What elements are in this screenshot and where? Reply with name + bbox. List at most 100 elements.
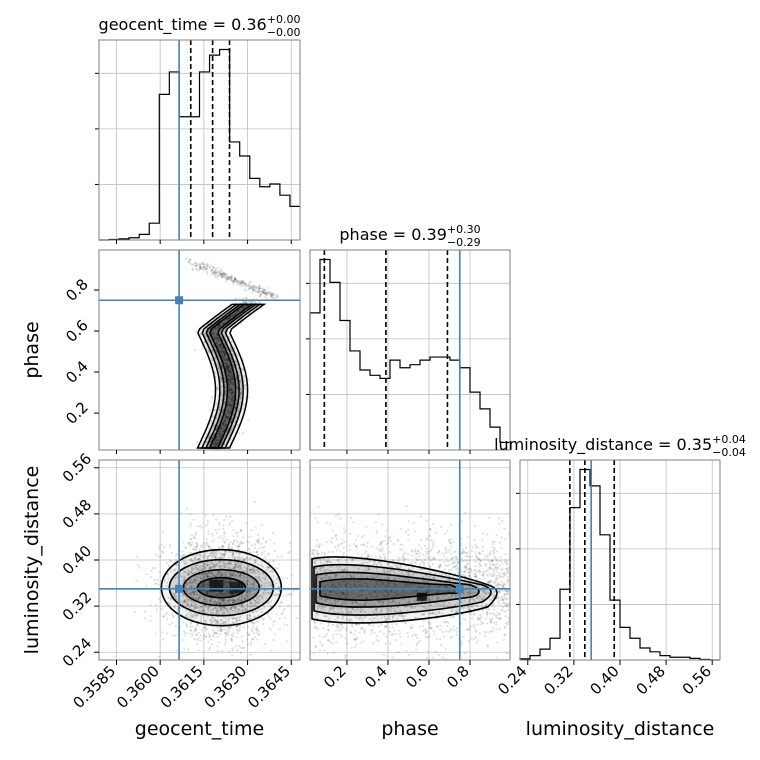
- sample-point: [208, 566, 212, 569]
- sample-point: [219, 435, 222, 438]
- sample-point: [229, 371, 232, 375]
- sample-point: [257, 288, 260, 292]
- sample-point: [223, 351, 226, 354]
- sample-point: [248, 281, 251, 284]
- sample-point: [320, 551, 324, 555]
- sample-point: [220, 346, 223, 349]
- sample-point: [224, 418, 227, 421]
- sample-point: [242, 300, 245, 303]
- sample-point: [287, 604, 290, 607]
- sample-point: [223, 362, 226, 365]
- sample-point: [228, 370, 232, 373]
- sample-point: [221, 346, 224, 349]
- sample-point: [228, 375, 231, 378]
- sample-point: [225, 589, 228, 592]
- sample-point: [252, 632, 256, 635]
- sample-point: [253, 546, 256, 549]
- sample-point: [225, 424, 228, 427]
- sample-point: [216, 439, 219, 442]
- sample-point: [227, 363, 230, 366]
- sample-point: [229, 521, 232, 524]
- sample-point: [215, 403, 218, 406]
- sample-point: [225, 574, 228, 577]
- sample-point: [222, 358, 225, 362]
- sample-point: [273, 542, 276, 545]
- sample-point: [207, 640, 210, 643]
- sample-point: [199, 262, 202, 265]
- sample-point: [241, 279, 244, 283]
- sample-point: [221, 350, 224, 353]
- sample-point: [228, 403, 231, 406]
- sample-point: [260, 292, 263, 296]
- sample-point: [208, 408, 212, 411]
- sample-point: [206, 519, 210, 523]
- sample-point: [220, 274, 223, 277]
- sample-point: [230, 373, 233, 376]
- sample-point: [212, 271, 215, 274]
- sample-point: [232, 396, 235, 399]
- contour-level: [196, 303, 267, 449]
- sample-point: [248, 632, 251, 635]
- sample-point: [254, 599, 257, 602]
- sample-point: [272, 297, 276, 300]
- sample-point: [231, 280, 235, 283]
- sample-point: [216, 439, 219, 442]
- sample-point: [286, 576, 289, 580]
- sample-point: [229, 398, 233, 401]
- sample-point: [239, 283, 242, 286]
- sample-point: [224, 380, 227, 383]
- sample-point: [161, 551, 165, 554]
- sample-point: [194, 533, 197, 536]
- sample-point: [229, 383, 232, 386]
- histogram-step: [309, 258, 510, 450]
- sample-point: [226, 366, 229, 369]
- sample-point: [227, 404, 230, 407]
- sample-point: [221, 384, 224, 388]
- sample-point: [241, 640, 244, 643]
- sample-point: [194, 264, 197, 267]
- sample-point: [227, 402, 230, 405]
- sample-point: [466, 535, 469, 539]
- sample-point: [222, 322, 225, 325]
- sample-point: [229, 279, 233, 282]
- sample-point: [198, 263, 202, 266]
- sample-point: [422, 624, 425, 628]
- sample-point: [207, 350, 211, 353]
- sample-point: [204, 356, 207, 359]
- sample-point: [258, 286, 261, 289]
- sample-point: [206, 265, 209, 268]
- sample-point: [215, 272, 218, 275]
- sample-point: [215, 436, 218, 439]
- sample-point: [262, 291, 265, 294]
- sample-point: [265, 294, 268, 297]
- sample-point: [269, 617, 272, 620]
- sample-point: [225, 346, 228, 349]
- sample-point: [194, 548, 197, 551]
- sample-point: [232, 396, 235, 400]
- sample-point: [230, 375, 233, 379]
- sample-point: [194, 633, 198, 637]
- sample-point: [182, 621, 185, 624]
- sample-point: [205, 267, 208, 270]
- sample-point: [337, 513, 340, 516]
- sample-point: [231, 382, 234, 386]
- sample-point: [412, 522, 415, 525]
- sample-point: [237, 310, 240, 313]
- sample-point: [219, 434, 223, 438]
- sample-point: [258, 295, 262, 298]
- panel-geocent_time-vs-luminosity_distance: [98, 459, 301, 661]
- sample-point: [217, 337, 220, 341]
- sample-point: [223, 373, 226, 376]
- sample-point: [234, 312, 237, 315]
- sample-point: [234, 359, 238, 363]
- sample-point: [257, 595, 260, 598]
- sample-point: [216, 650, 219, 653]
- sample-point: [241, 431, 245, 435]
- sample-point: [253, 589, 256, 592]
- sample-point: [222, 602, 226, 605]
- sample-point: [216, 439, 219, 442]
- sample-point: [481, 545, 485, 549]
- sample-point: [219, 430, 222, 434]
- sample-point: [191, 591, 194, 594]
- sample-point: [251, 594, 254, 597]
